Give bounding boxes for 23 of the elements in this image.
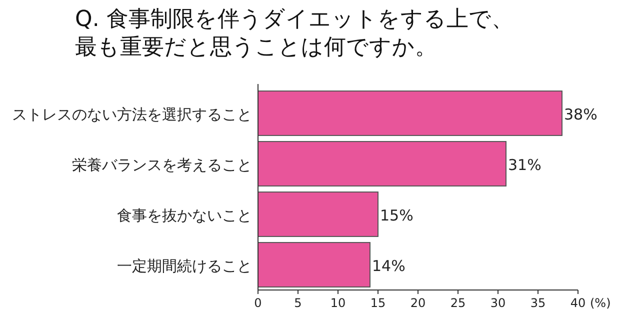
data-label: 31% xyxy=(508,156,542,174)
x-tick-label: 0 xyxy=(254,296,262,310)
bar xyxy=(258,141,506,186)
data-label: 15% xyxy=(380,206,414,224)
x-tick-label: 35 xyxy=(530,296,546,310)
x-tick-label: 20 xyxy=(410,296,426,310)
bar xyxy=(258,192,378,237)
x-tick-label: 10 xyxy=(330,296,346,310)
y-tick-label: ストレスのない方法を選択すること xyxy=(12,105,252,124)
y-tick-label: 一定期間続けること xyxy=(117,256,252,275)
bar xyxy=(258,242,370,288)
data-label: 38% xyxy=(564,105,598,124)
x-axis-title: (%) xyxy=(590,296,611,310)
x-tick-label: 5 xyxy=(294,296,302,310)
x-tick-label: 30 xyxy=(490,296,506,310)
x-tick-label: 40 xyxy=(570,296,586,310)
chart-title: Q. 食事制限を伴うダイエットをする上で、最も重要だと思うことは何ですか。 xyxy=(75,6,514,62)
x-tick-label: 25 xyxy=(450,296,466,310)
data-label: 14% xyxy=(372,256,406,275)
y-tick-label: 食事を抜かないこと xyxy=(117,206,252,224)
bar xyxy=(258,90,562,136)
y-tick-label: 栄養バランスを考えること xyxy=(72,156,252,174)
x-tick-label: 15 xyxy=(370,296,386,310)
